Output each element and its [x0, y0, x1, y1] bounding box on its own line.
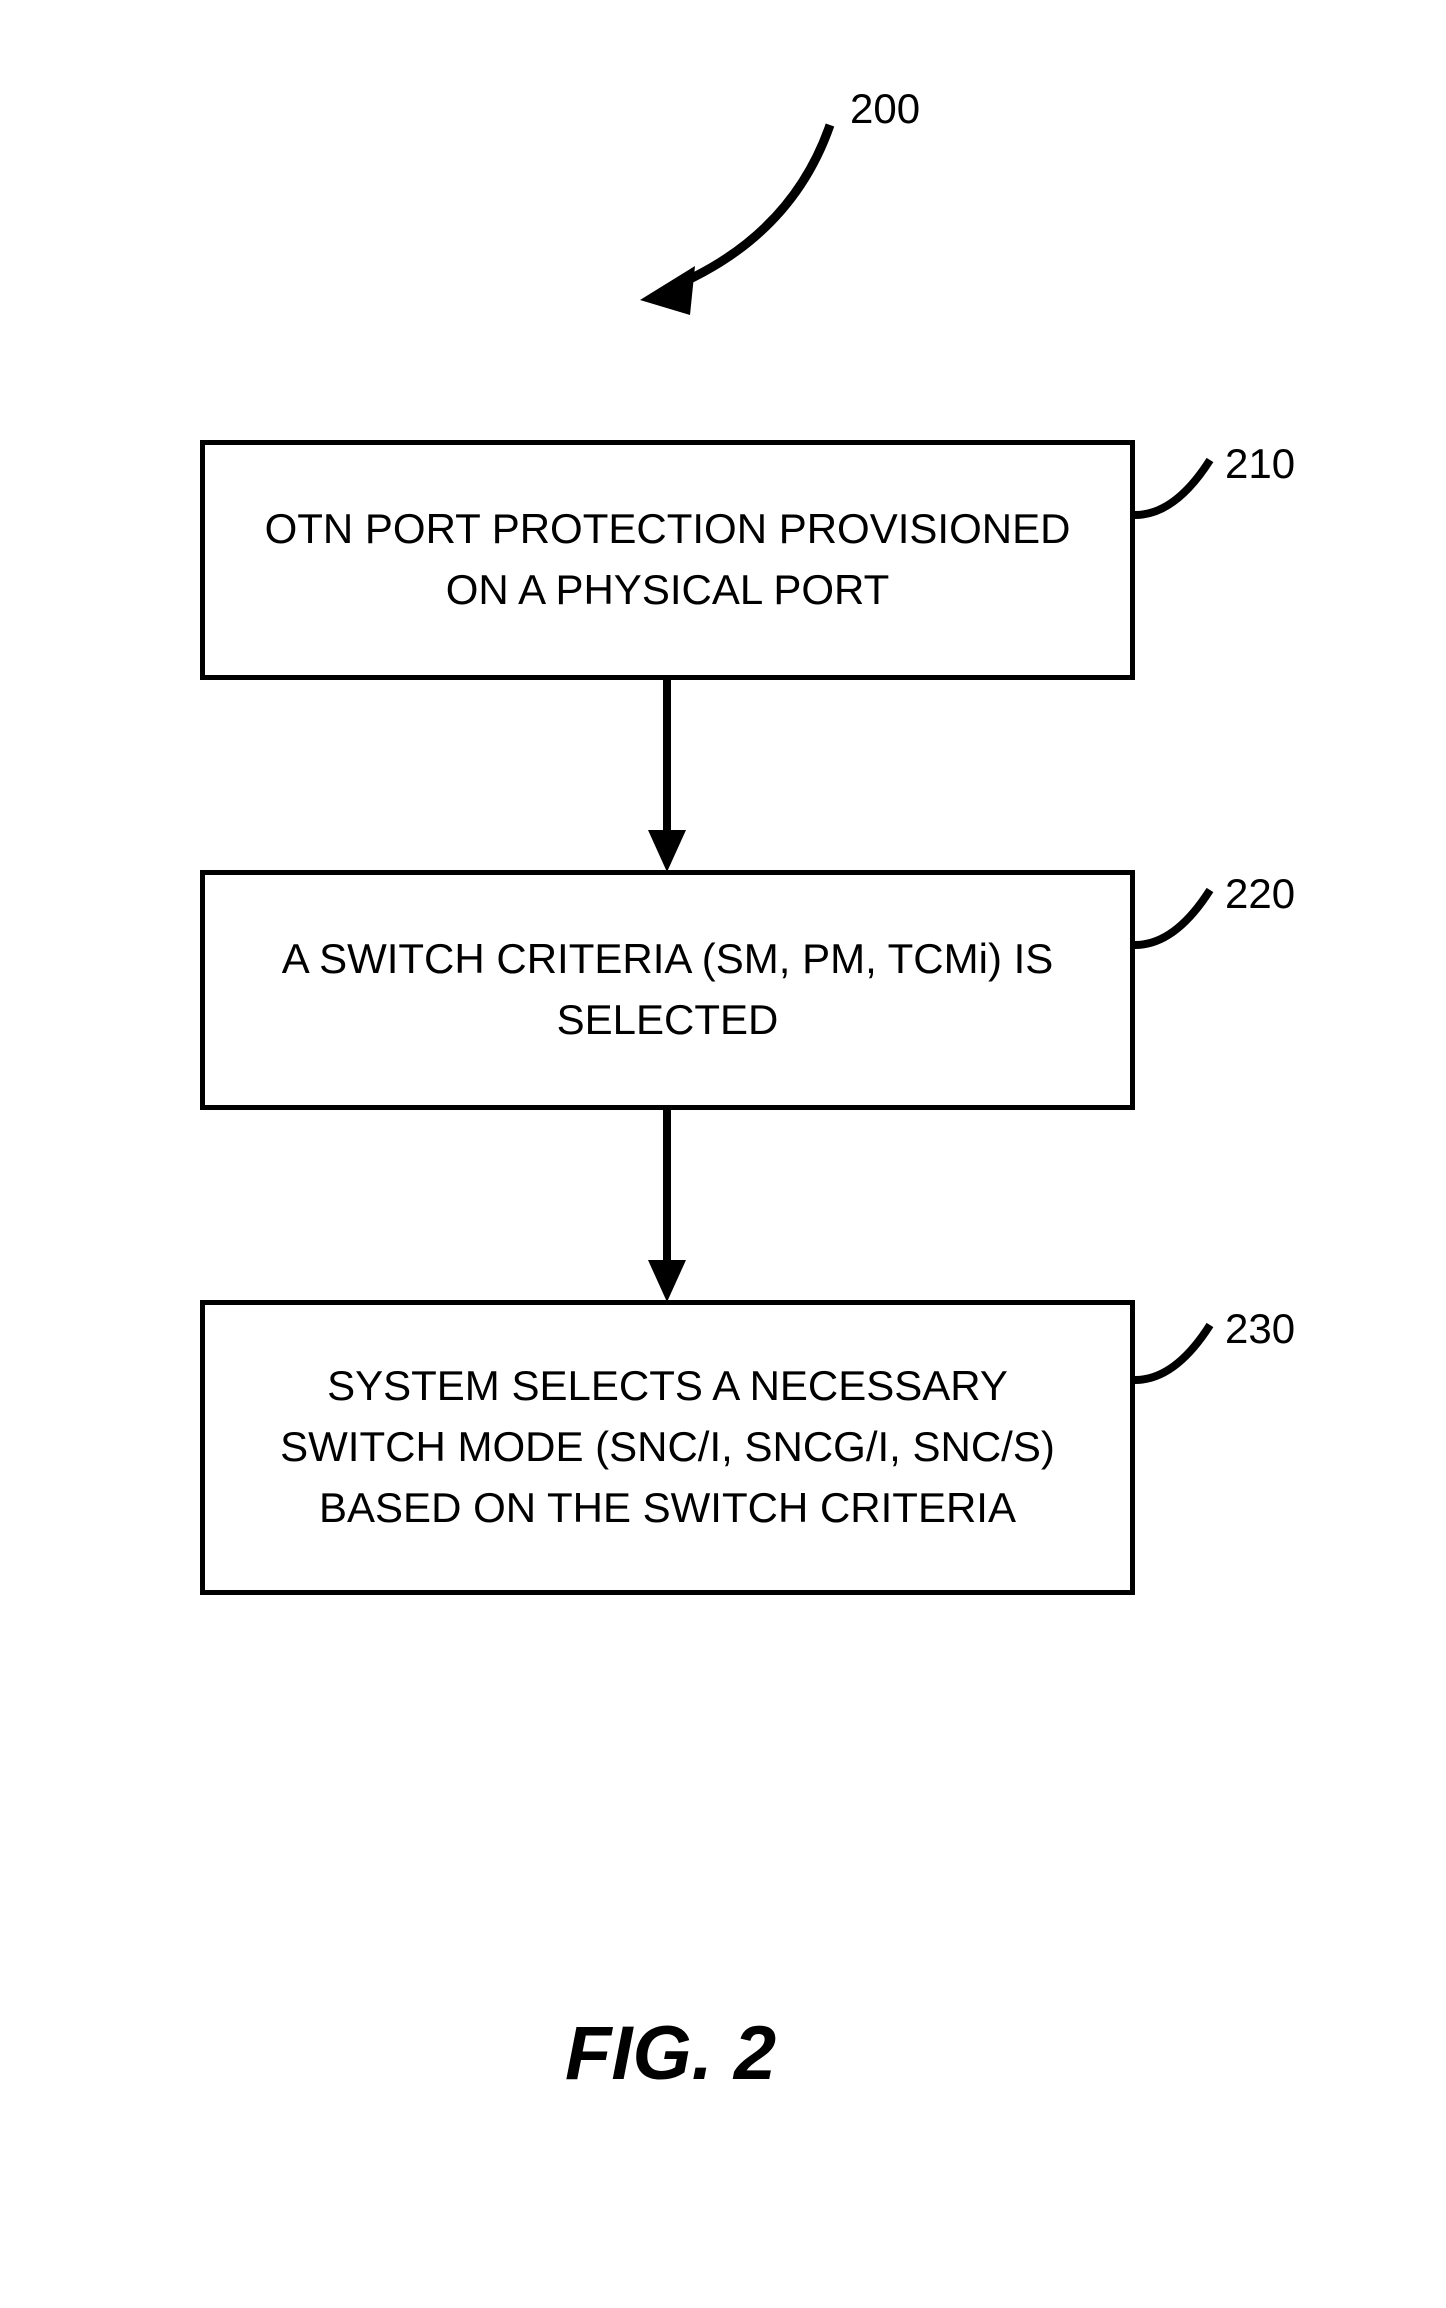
leader-line-3	[1135, 1315, 1235, 1405]
flow-box-1-text: OTN PORT PROTECTION PROVISIONED ON A PHY…	[245, 499, 1090, 621]
leader-line-1	[1135, 450, 1235, 540]
diagram-label: 200	[850, 85, 920, 133]
box-2-label-text: 220	[1225, 870, 1295, 917]
box-3-label: 230	[1225, 1305, 1295, 1353]
flow-box-2: A SWITCH CRITERIA (SM, PM, TCMi) IS SELE…	[200, 870, 1135, 1110]
leader-line-2	[1135, 880, 1235, 970]
box-1-label-text: 210	[1225, 440, 1295, 487]
box-2-label: 220	[1225, 870, 1295, 918]
diagram-label-text: 200	[850, 85, 920, 132]
flowchart-container: 200 OTN PORT PROTECTION PROVISIONED ON A…	[0, 0, 1446, 2308]
figure-caption-text: FIG. 2	[565, 2011, 776, 2096]
box-1-label: 210	[1225, 440, 1295, 488]
flow-box-2-text: A SWITCH CRITERIA (SM, PM, TCMi) IS SELE…	[245, 929, 1090, 1051]
flow-box-1: OTN PORT PROTECTION PROVISIONED ON A PHY…	[200, 440, 1135, 680]
diagram-pointer-arrow	[590, 100, 870, 330]
box-3-label-text: 230	[1225, 1305, 1295, 1352]
connector-arrow-1	[640, 680, 694, 875]
flow-box-3: SYSTEM SELECTS A NECESSARY SWITCH MODE (…	[200, 1300, 1135, 1595]
figure-caption: FIG. 2	[565, 2010, 776, 2097]
flow-box-3-text: SYSTEM SELECTS A NECESSARY SWITCH MODE (…	[245, 1356, 1090, 1539]
connector-arrow-2	[640, 1110, 694, 1305]
